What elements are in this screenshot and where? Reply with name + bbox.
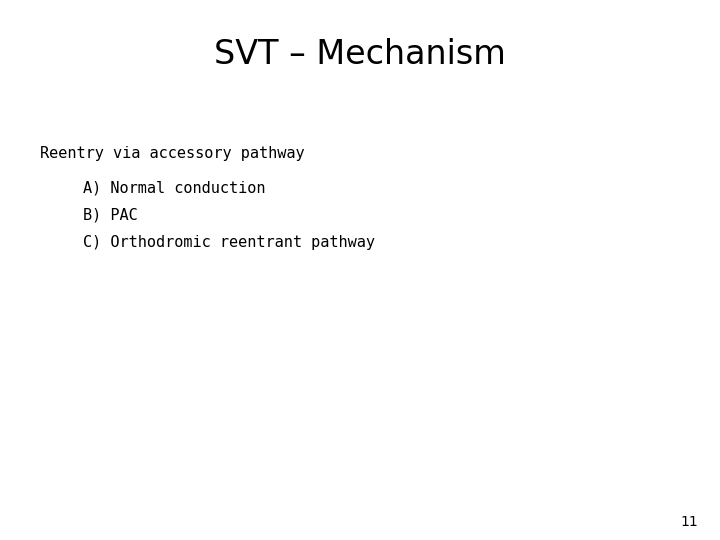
Text: A) Normal conduction: A) Normal conduction [83,181,265,196]
Text: 11: 11 [680,515,698,529]
Text: SVT – Mechanism: SVT – Mechanism [214,38,506,71]
Text: Reentry via accessory pathway: Reentry via accessory pathway [40,146,305,161]
Text: B) PAC: B) PAC [83,208,138,223]
Text: C) Orthodromic reentrant pathway: C) Orthodromic reentrant pathway [83,235,375,250]
